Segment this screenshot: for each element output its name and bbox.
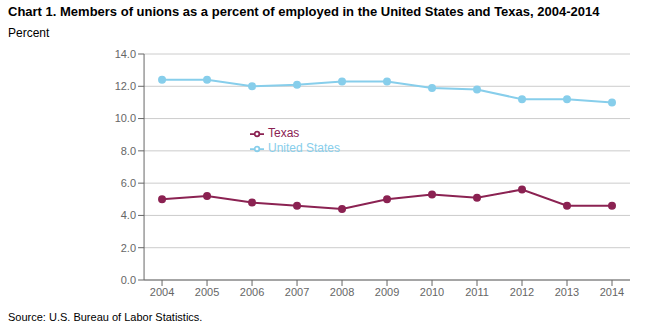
- html-text:United States: United States: [268, 140, 340, 155]
- svg-text:2008: 2008: [330, 286, 354, 298]
- svg-text:2005: 2005: [195, 286, 219, 298]
- svg-text:2.0: 2.0: [121, 242, 136, 254]
- svg-text:4.0: 4.0: [121, 209, 136, 221]
- html-text:Source: U.S. Bureau of Labor S: Source: U.S. Bureau of Labor Statistics.: [8, 311, 203, 323]
- svg-text:2014: 2014: [600, 286, 624, 298]
- svg-text:2011: 2011: [465, 286, 489, 298]
- svg-text:2004: 2004: [150, 286, 174, 298]
- svg-text:2007: 2007: [285, 286, 309, 298]
- svg-text:2013: 2013: [555, 286, 579, 298]
- svg-text:0.0: 0.0: [121, 274, 136, 286]
- svg-text:10.0: 10.0: [115, 112, 136, 124]
- svg-text:2012: 2012: [510, 286, 534, 298]
- svg-text:6.0: 6.0: [121, 177, 136, 189]
- svg-text:2006: 2006: [240, 286, 264, 298]
- svg-text:2010: 2010: [420, 286, 444, 298]
- svg-text:12.0: 12.0: [115, 80, 136, 92]
- html-text:Percent: Percent: [8, 26, 50, 40]
- svg-text:8.0: 8.0: [121, 145, 136, 157]
- html-text:Chart 1. Members of unions as: Chart 1. Members of unions as a percent …: [8, 4, 600, 19]
- html-text:Texas: Texas: [268, 126, 300, 140]
- svg-text:2009: 2009: [375, 286, 399, 298]
- svg-text:14.0: 14.0: [115, 48, 136, 60]
